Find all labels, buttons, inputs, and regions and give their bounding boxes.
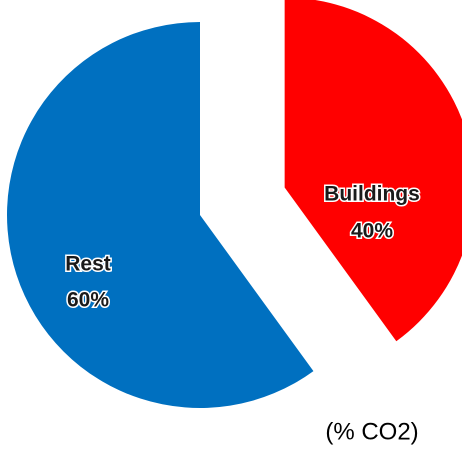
pie-slice xyxy=(7,22,314,408)
chart-caption: (% CO2) xyxy=(325,418,418,445)
slice-value-label: 60% xyxy=(67,289,109,312)
pie-slice xyxy=(284,0,462,342)
slice-category-label: Rest xyxy=(65,253,111,276)
slice-value-label: 40% xyxy=(351,220,393,243)
slice-category-label: Buildings xyxy=(324,183,420,206)
